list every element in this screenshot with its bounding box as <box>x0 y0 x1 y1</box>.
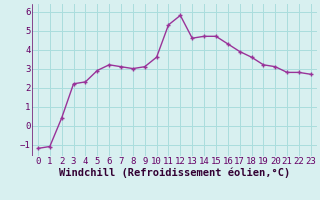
X-axis label: Windchill (Refroidissement éolien,°C): Windchill (Refroidissement éolien,°C) <box>59 168 290 178</box>
